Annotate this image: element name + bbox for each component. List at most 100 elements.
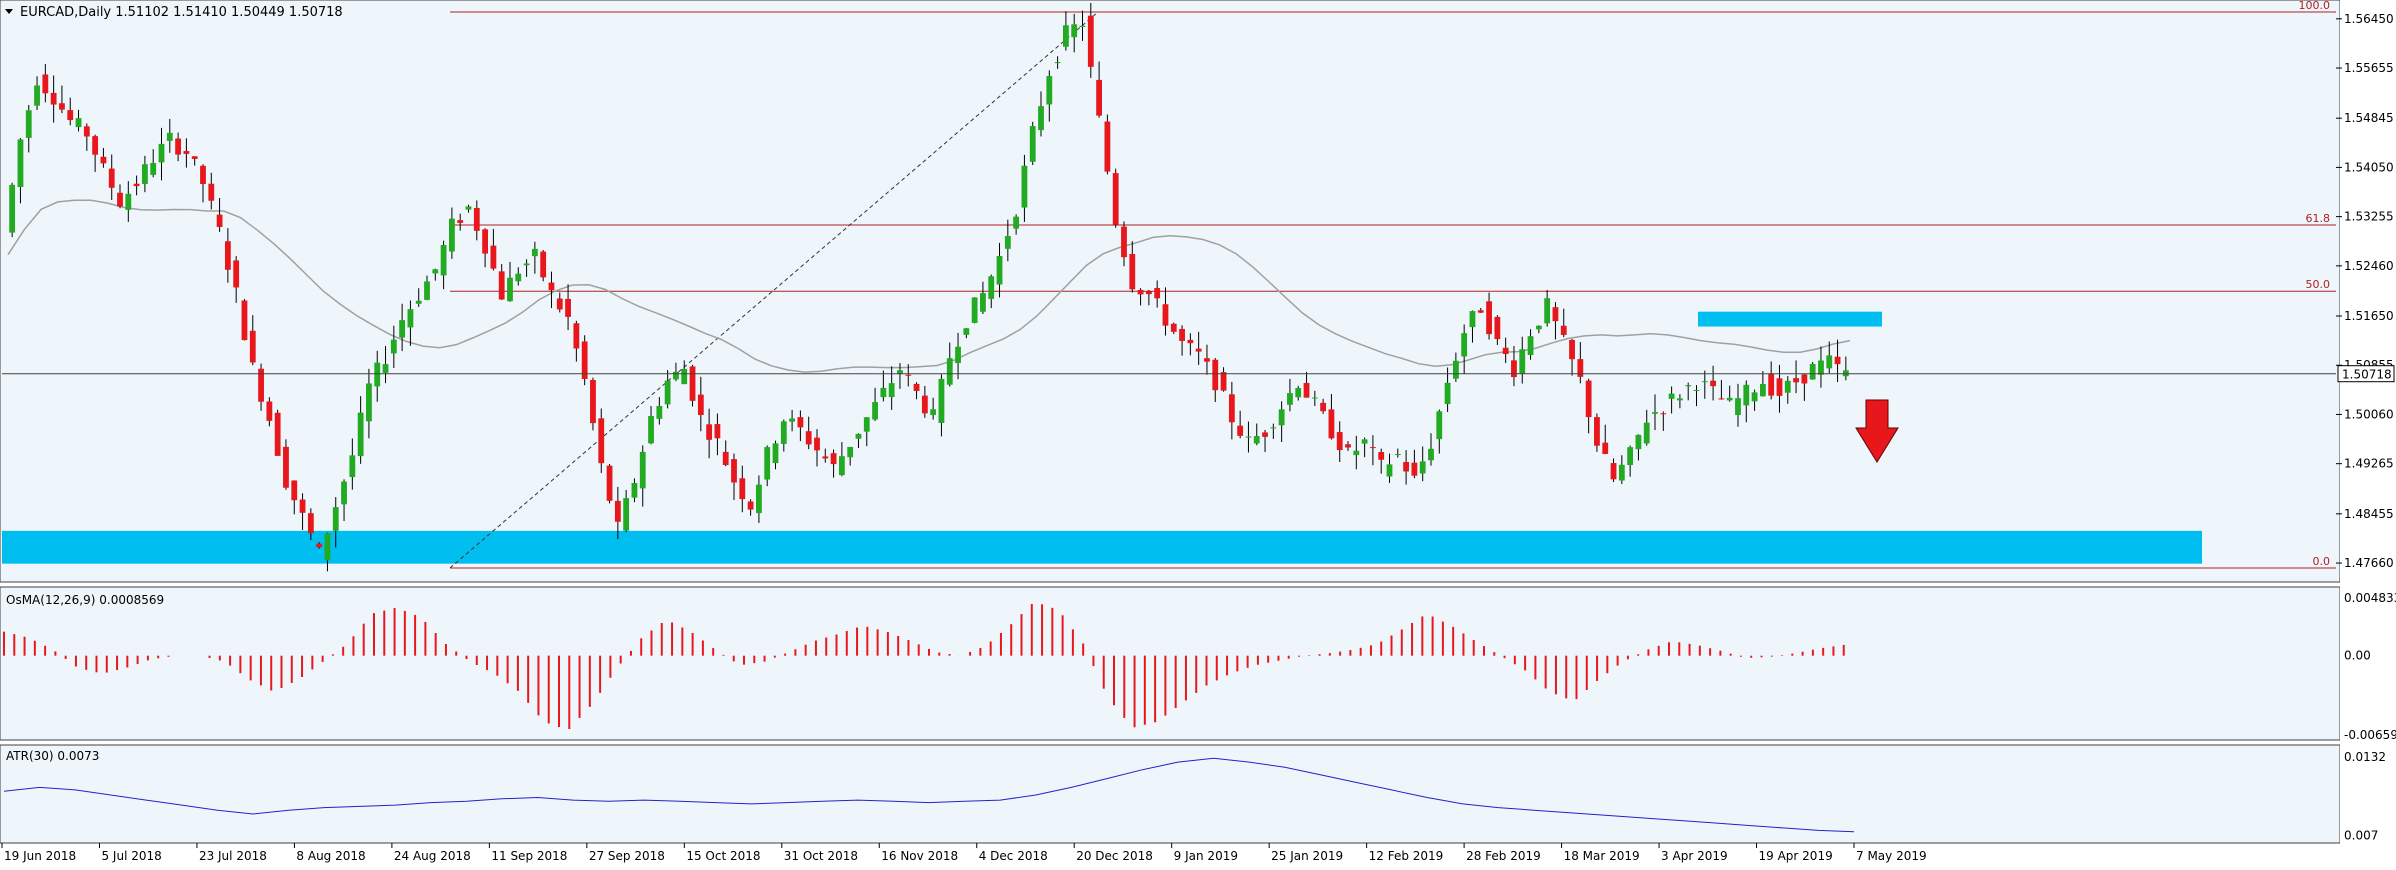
candle-body[interactable] <box>258 368 264 402</box>
candle-body[interactable] <box>822 456 829 459</box>
candle-body[interactable] <box>531 248 538 257</box>
candle-body[interactable] <box>863 417 870 432</box>
candle-body[interactable] <box>955 346 961 364</box>
candle-body[interactable] <box>341 481 347 505</box>
candle-body[interactable] <box>366 383 372 422</box>
candle-body[interactable] <box>324 533 331 561</box>
candle-body[interactable] <box>1809 363 1816 380</box>
candle-body[interactable] <box>424 281 430 300</box>
candle-body[interactable] <box>614 500 621 522</box>
candle-body[interactable] <box>789 418 795 422</box>
candle-body[interactable] <box>1801 374 1808 384</box>
candle-body[interactable] <box>1735 398 1741 415</box>
candle-body[interactable] <box>1610 463 1617 480</box>
candle-body[interactable] <box>540 251 547 278</box>
fibonacci-retracement[interactable]: 100.0 61.8 50.0 0.0 <box>449 0 2336 569</box>
candle-body[interactable] <box>274 412 281 456</box>
candle-body[interactable] <box>191 156 198 159</box>
candle-body[interactable] <box>1220 372 1227 391</box>
candle-body[interactable] <box>59 103 65 110</box>
candle-body[interactable] <box>1411 462 1418 476</box>
candle-body[interactable] <box>125 193 132 210</box>
candle-body[interactable] <box>473 207 480 231</box>
candle-body[interactable] <box>117 192 123 207</box>
candle-body[interactable] <box>938 378 945 423</box>
candle-body[interactable] <box>1494 316 1501 340</box>
candle-body[interactable] <box>1428 448 1434 461</box>
candle-body[interactable] <box>731 459 737 483</box>
candle-body[interactable] <box>1452 360 1459 379</box>
candle-body[interactable] <box>797 417 804 428</box>
candle-body[interactable] <box>1486 301 1492 335</box>
candle-body[interactable] <box>1469 311 1476 328</box>
candle-body[interactable] <box>407 309 414 328</box>
candle-body[interactable] <box>1170 323 1177 332</box>
candle-body[interactable] <box>1743 384 1750 406</box>
candle-body[interactable] <box>772 443 779 464</box>
candle-body[interactable] <box>1137 289 1144 295</box>
candle-body[interactable] <box>1121 226 1127 258</box>
candle-body[interactable] <box>963 328 970 335</box>
candle-body[interactable] <box>838 456 845 476</box>
sell-arrow-shape[interactable] <box>1855 399 1899 463</box>
candle-body[interactable] <box>1768 373 1775 396</box>
candle-body[interactable] <box>656 405 663 419</box>
candle-body[interactable] <box>1112 173 1119 225</box>
candle-body[interactable] <box>307 513 314 534</box>
candle-body[interactable] <box>1751 392 1758 402</box>
candle-body[interactable] <box>233 260 240 288</box>
candle-body[interactable] <box>1519 349 1526 374</box>
candle-body[interactable] <box>490 245 497 269</box>
candle-body[interactable] <box>440 244 447 276</box>
candle-body[interactable] <box>1569 339 1575 360</box>
candle-body[interactable] <box>25 110 32 138</box>
candle-body[interactable] <box>1652 412 1658 414</box>
candle-body[interactable] <box>100 156 107 164</box>
candle-body[interactable] <box>1046 76 1053 105</box>
candle-body[interactable] <box>249 330 256 363</box>
candle-body[interactable] <box>1253 436 1260 444</box>
candle-body[interactable] <box>780 421 787 444</box>
candle-body[interactable] <box>1403 461 1409 472</box>
candle-body[interactable] <box>1527 336 1534 355</box>
atr-polyline[interactable] <box>3 757 1855 833</box>
candle-body[interactable] <box>855 433 862 439</box>
candle-body[interactable] <box>283 446 289 488</box>
candle-body[interactable] <box>673 371 679 380</box>
candle-body[interactable] <box>1063 25 1069 47</box>
candle-body[interactable] <box>1444 382 1451 405</box>
candle-body[interactable] <box>1345 444 1351 448</box>
candle-body[interactable] <box>216 214 223 227</box>
candle-body[interactable] <box>1685 385 1692 387</box>
candle-body[interactable] <box>1071 24 1078 38</box>
candle-body[interactable] <box>158 143 165 163</box>
candle-body[interactable] <box>67 110 74 121</box>
candle-body[interactable] <box>1228 394 1235 423</box>
candle-body[interactable] <box>50 92 57 105</box>
candle-body[interactable] <box>722 451 729 466</box>
candle-body[interactable] <box>1394 454 1401 456</box>
candle-body[interactable] <box>1577 359 1584 377</box>
candle-body[interactable] <box>1693 389 1700 391</box>
candle-body[interactable] <box>872 402 878 420</box>
candle-body[interactable] <box>357 412 364 457</box>
candle-body[interactable] <box>200 165 206 184</box>
candle-body[interactable] <box>764 447 771 480</box>
candle-body[interactable] <box>9 184 16 233</box>
candle-body[interactable] <box>1594 417 1600 446</box>
candlestick-series[interactable] <box>9 2 1849 572</box>
candle-body[interactable] <box>1295 388 1302 398</box>
candle-body[interactable] <box>1013 216 1020 229</box>
candle-body[interactable] <box>988 276 995 299</box>
candle-body[interactable] <box>42 74 49 94</box>
candle-body[interactable] <box>75 118 82 128</box>
candle-body[interactable] <box>1436 411 1443 440</box>
candle-body[interactable] <box>108 168 115 188</box>
candle-body[interactable] <box>1262 432 1268 437</box>
candle-body[interactable] <box>523 263 530 266</box>
candle-body[interactable] <box>507 277 513 302</box>
candle-body[interactable] <box>1328 409 1335 439</box>
candle-body[interactable] <box>664 380 671 405</box>
candle-body[interactable] <box>17 139 24 188</box>
